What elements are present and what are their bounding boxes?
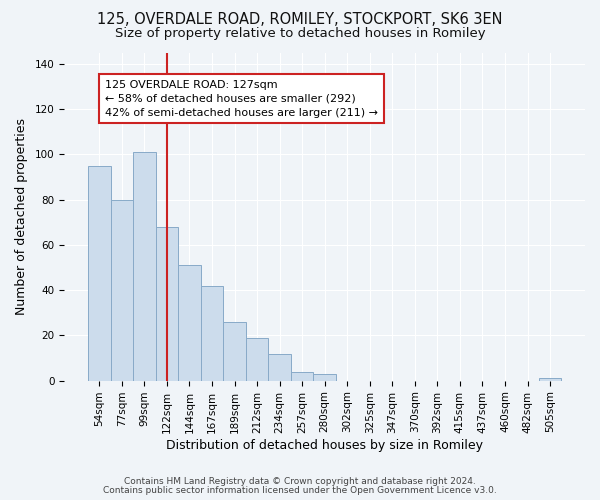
- Text: Size of property relative to detached houses in Romiley: Size of property relative to detached ho…: [115, 28, 485, 40]
- Text: 125, OVERDALE ROAD, ROMILEY, STOCKPORT, SK6 3EN: 125, OVERDALE ROAD, ROMILEY, STOCKPORT, …: [97, 12, 503, 28]
- Bar: [155, 227, 178, 380]
- Bar: [246, 338, 268, 380]
- Bar: [88, 166, 110, 380]
- Text: 125 OVERDALE ROAD: 127sqm
← 58% of detached houses are smaller (292)
42% of semi: 125 OVERDALE ROAD: 127sqm ← 58% of detac…: [105, 80, 378, 118]
- Text: Contains HM Land Registry data © Crown copyright and database right 2024.: Contains HM Land Registry data © Crown c…: [124, 477, 476, 486]
- Bar: [291, 372, 313, 380]
- Bar: [178, 266, 201, 380]
- Bar: [110, 200, 133, 380]
- Bar: [201, 286, 223, 380]
- Bar: [223, 322, 246, 380]
- Text: Contains public sector information licensed under the Open Government Licence v3: Contains public sector information licen…: [103, 486, 497, 495]
- Bar: [539, 378, 562, 380]
- Bar: [313, 374, 336, 380]
- X-axis label: Distribution of detached houses by size in Romiley: Distribution of detached houses by size …: [166, 440, 483, 452]
- Bar: [268, 354, 291, 380]
- Y-axis label: Number of detached properties: Number of detached properties: [15, 118, 28, 315]
- Bar: [133, 152, 155, 380]
